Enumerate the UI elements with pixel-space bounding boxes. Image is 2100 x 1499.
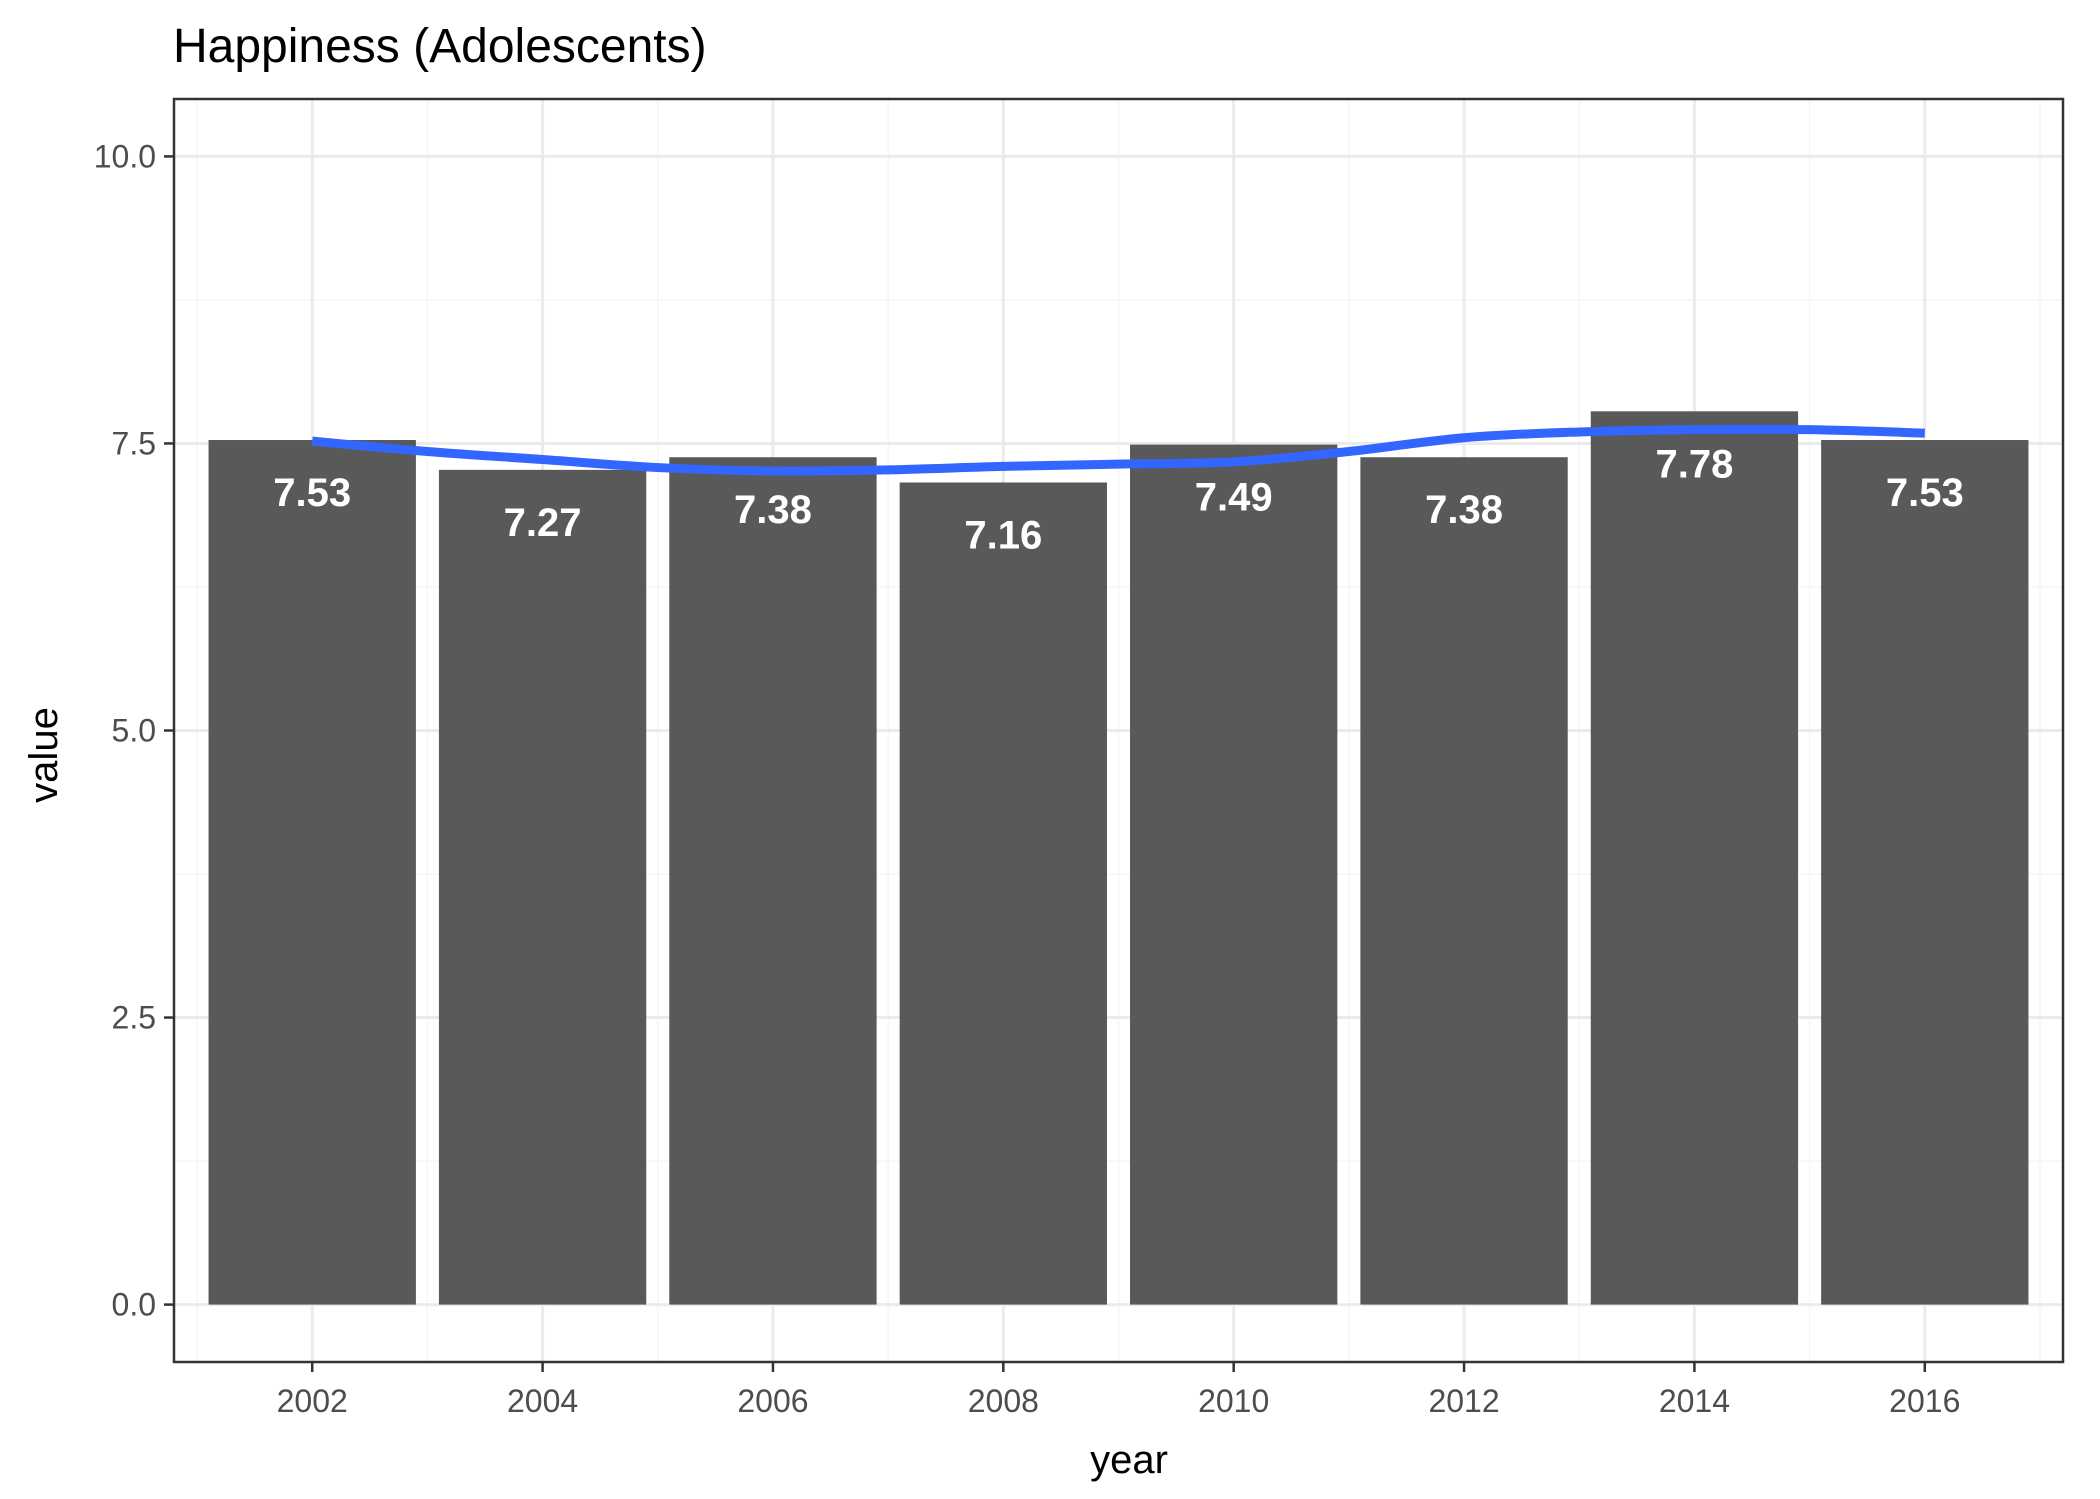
data-label: 7.38 — [1425, 488, 1503, 532]
bar — [438, 469, 647, 1305]
bar — [1360, 457, 1568, 1305]
y-tick-label: 2.5 — [112, 1000, 156, 1036]
x-axis-title: year — [1090, 1438, 1168, 1482]
chart-title: Happiness (Adolescents) — [173, 20, 707, 73]
x-tick-label: 2008 — [968, 1383, 1039, 1419]
x-tick-label: 2006 — [737, 1383, 808, 1419]
bar — [1821, 440, 2029, 1305]
x-tick-label: 2014 — [1659, 1383, 1730, 1419]
smooth-line — [311, 424, 1925, 476]
data-label: 7.27 — [504, 501, 582, 545]
data-label: 7.16 — [964, 513, 1042, 557]
data-label: 7.49 — [1195, 476, 1273, 520]
data-label: 7.53 — [1886, 471, 1964, 515]
y-tick-label: 0.0 — [112, 1287, 156, 1323]
bar — [208, 440, 416, 1305]
y-tick-label: 5.0 — [112, 713, 156, 749]
data-label: 7.78 — [1655, 442, 1733, 486]
bar — [669, 457, 877, 1305]
y-axis-title: value — [22, 707, 66, 803]
data-label: 7.53 — [273, 471, 351, 515]
x-tick-label: 2016 — [1889, 1383, 1960, 1419]
plot-panel: 7.53 7.27 7.38 7.16 7.49 7.38 7.78 7.53 0.0 2.5 5.… — [94, 97, 2065, 1419]
x-tick-label: 2002 — [277, 1383, 348, 1419]
x-tick-label: 2012 — [1428, 1383, 1499, 1419]
bar — [1130, 444, 1338, 1305]
y-tick-label: 7.5 — [112, 425, 156, 461]
bar — [1590, 411, 1799, 1305]
data-label: 7.38 — [734, 488, 812, 532]
bar — [899, 482, 1107, 1305]
x-tick-label: 2004 — [507, 1383, 578, 1419]
x-tick-label: 2010 — [1198, 1383, 1269, 1419]
y-tick-label: 10.0 — [94, 138, 156, 174]
